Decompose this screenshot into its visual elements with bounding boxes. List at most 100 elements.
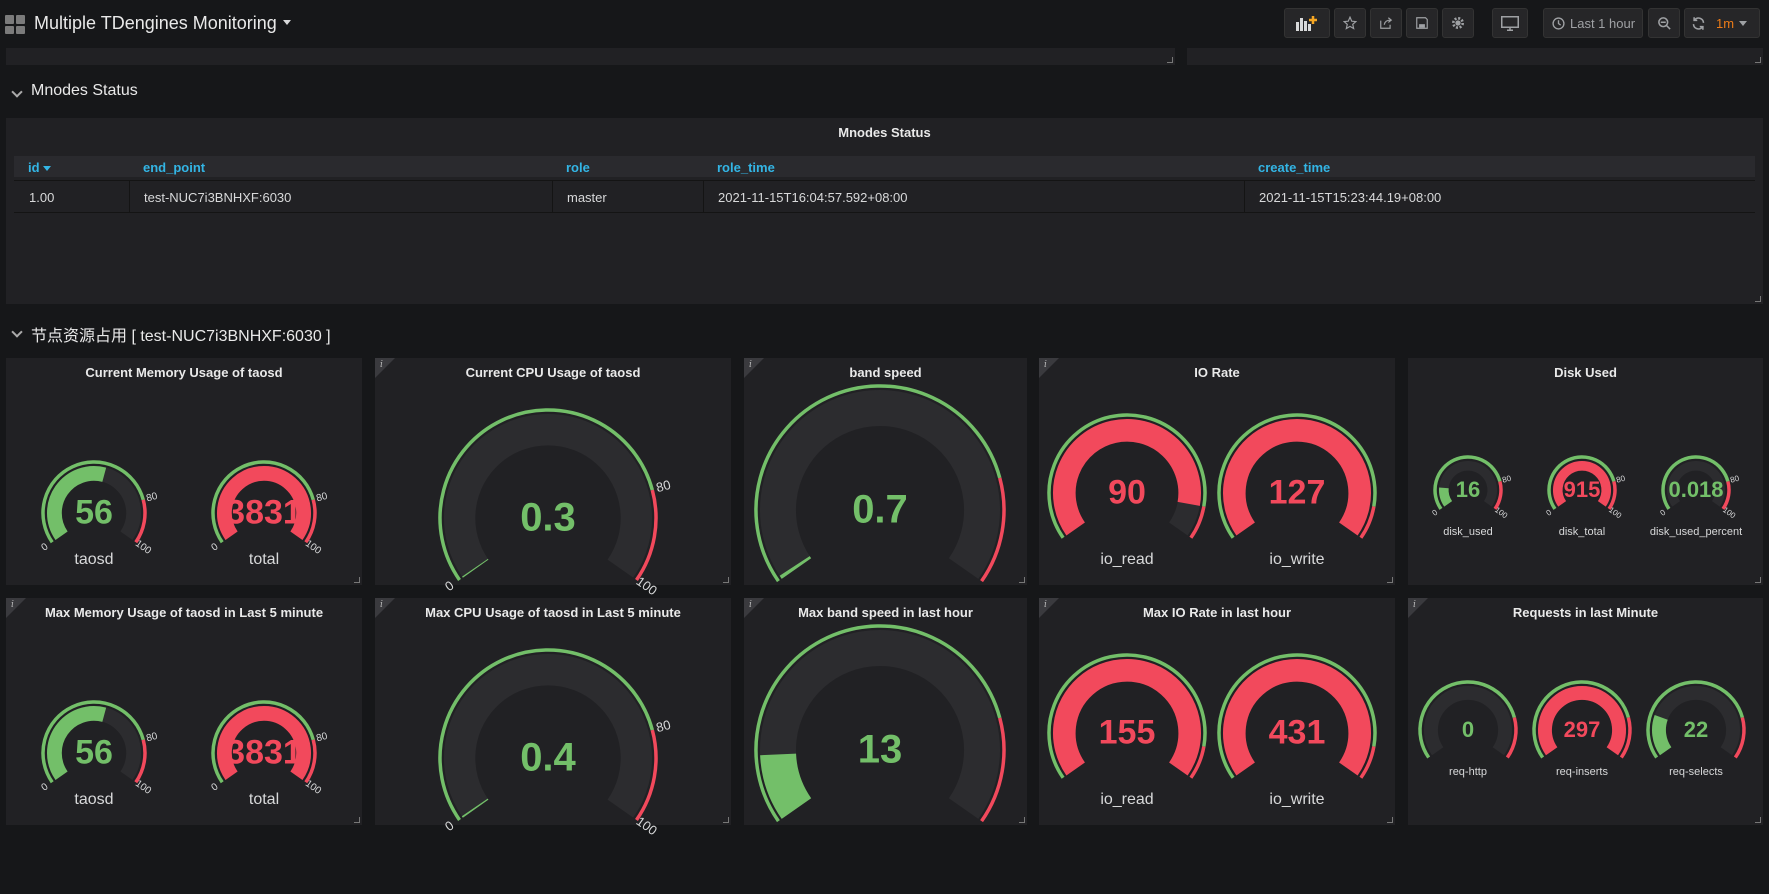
gauge-threshold-band-green	[1217, 653, 1377, 779]
gear-icon	[1452, 17, 1464, 29]
time-range-picker[interactable]: Last 1 hour	[1543, 8, 1643, 38]
panel-title[interactable]: Max IO Rate in last hour	[1142, 605, 1292, 620]
resize-handle[interactable]	[723, 817, 729, 823]
gauge: 0	[1418, 680, 1518, 759]
info-icon[interactable]: i	[1044, 360, 1047, 370]
info-icon[interactable]: i	[1413, 600, 1416, 610]
gauge-value-arc	[760, 752, 812, 819]
gauge-label: total	[248, 551, 280, 568]
gauge-value: 3831	[226, 734, 302, 772]
info-corner[interactable]	[1039, 358, 1059, 378]
panel-requests: i Requests in last Minute 0 req-http 297 re…	[1408, 598, 1763, 825]
resize-handle[interactable]	[1167, 57, 1173, 63]
save-icon	[1416, 17, 1428, 29]
gauge-threshold-band-red	[134, 499, 147, 544]
gauge-threshold-band-green	[438, 408, 655, 581]
info-corner[interactable]	[744, 358, 764, 378]
gauge-value-arc	[461, 798, 489, 818]
gauge-label: total	[248, 791, 280, 808]
gauge-value-arc	[1053, 659, 1201, 776]
refresh-picker[interactable]: 1m	[1684, 8, 1760, 38]
resize-handle[interactable]	[1755, 577, 1761, 583]
info-corner[interactable]	[375, 598, 395, 618]
info-icon[interactable]: i	[380, 360, 383, 370]
top-navbar	[0, 0, 1769, 48]
zoom-out-button[interactable]	[1648, 8, 1680, 38]
row-collapse-chevron-icon[interactable]	[11, 326, 23, 338]
panel-title[interactable]: band speed	[849, 365, 922, 380]
save-button[interactable]	[1406, 8, 1438, 38]
panel-title[interactable]: Max CPU Usage of taosd in Last 5 minute	[425, 605, 681, 620]
panel-max-band-speed: i Max band speed in last hour 13	[744, 598, 1027, 825]
resize-handle[interactable]	[1755, 817, 1761, 823]
gauge-label: io_write	[1269, 791, 1325, 808]
info-corner[interactable]	[6, 598, 26, 618]
info-icon[interactable]: i	[11, 600, 14, 610]
clock-icon	[1552, 16, 1565, 30]
row-title-mnodes[interactable]: Mnodes Status	[31, 82, 138, 99]
column-header-end-point[interactable]: end_point	[143, 160, 206, 175]
column-header-id[interactable]: id	[28, 160, 52, 175]
gauge-value: 431	[1269, 714, 1326, 752]
info-corner[interactable]	[744, 598, 764, 618]
column-header-role[interactable]: role	[566, 160, 590, 175]
gauge: 155	[1047, 653, 1207, 779]
panel-title[interactable]: IO Rate	[1194, 365, 1240, 380]
dashboard-picker-caret-icon[interactable]	[283, 20, 291, 25]
resize-handle[interactable]	[354, 577, 360, 583]
resize-handle[interactable]	[1019, 577, 1025, 583]
info-corner[interactable]	[375, 358, 395, 378]
tv-mode-button[interactable]	[1492, 8, 1528, 38]
gauge-threshold-band-green	[1547, 455, 1616, 510]
column-header-role-time[interactable]: role_time	[717, 160, 775, 175]
info-corner[interactable]	[1408, 598, 1428, 618]
dashboard-title[interactable]: Multiple TDengines Monitoring	[34, 13, 277, 33]
add-panel-button[interactable]	[1284, 8, 1330, 38]
resize-handle[interactable]	[1755, 296, 1761, 302]
resize-handle[interactable]	[1019, 817, 1025, 823]
gauge-track	[444, 414, 652, 578]
gauge: 297	[1532, 680, 1632, 759]
panel-title[interactable]: Max band speed in last hour	[798, 605, 973, 620]
panel-title[interactable]: Mnodes Status	[838, 125, 931, 140]
share-button[interactable]	[1370, 8, 1402, 38]
gauge-value: 0.4	[520, 736, 576, 780]
info-icon[interactable]: i	[749, 600, 752, 610]
info-icon[interactable]: i	[749, 360, 752, 370]
gauge-threshold-band-green	[438, 648, 655, 821]
info-icon[interactable]: i	[380, 600, 383, 610]
gauge-label: req-http	[1449, 766, 1487, 778]
gauge-value: 13	[858, 728, 903, 772]
gauge-label: req-inserts	[1556, 766, 1608, 778]
row-title-resources[interactable]: 节点资源占用 [ test-NUC7i3BNHXF:6030 ]	[31, 328, 331, 345]
row-collapse-chevron-icon[interactable]	[11, 86, 23, 98]
panel-title[interactable]: Current Memory Usage of taosd	[85, 365, 283, 380]
panel-cpu-usage: i Current CPU Usage of taosd 0 80 100 0.3	[375, 358, 731, 598]
panel-title[interactable]: Disk Used	[1554, 365, 1617, 380]
column-header-create-time[interactable]: create_time	[1258, 160, 1331, 175]
gauge-label: io_read	[1100, 551, 1154, 568]
resize-handle[interactable]	[1387, 817, 1393, 823]
gauge-threshold-band-red	[1733, 717, 1746, 759]
resize-handle[interactable]	[723, 577, 729, 583]
resize-handle[interactable]	[1387, 577, 1393, 583]
settings-button[interactable]	[1442, 8, 1474, 38]
info-corner[interactable]	[1039, 598, 1059, 618]
resize-handle[interactable]	[1755, 57, 1761, 63]
gauge-value: 3831	[226, 494, 302, 532]
gauge-threshold-band-red	[134, 739, 147, 784]
dashboards-grid-icon[interactable]	[5, 15, 25, 34]
gauge-threshold-band-green	[1217, 413, 1377, 539]
share-icon	[1380, 17, 1393, 29]
gauge-tick-label: 0	[442, 818, 457, 834]
panel-title[interactable]: Requests in last Minute	[1512, 605, 1659, 620]
panel-title[interactable]: Current CPU Usage of taosd	[465, 365, 641, 380]
star-button[interactable]	[1334, 8, 1366, 38]
resize-handle[interactable]	[354, 817, 360, 823]
panel-title[interactable]: Max Memory Usage of taosd in Last 5 minu…	[44, 605, 324, 620]
gauge-threshold-band-green	[754, 384, 1002, 583]
gauge-value-arc	[217, 466, 311, 540]
cell-id: 1.00	[29, 190, 55, 205]
info-icon[interactable]: i	[1044, 600, 1047, 610]
